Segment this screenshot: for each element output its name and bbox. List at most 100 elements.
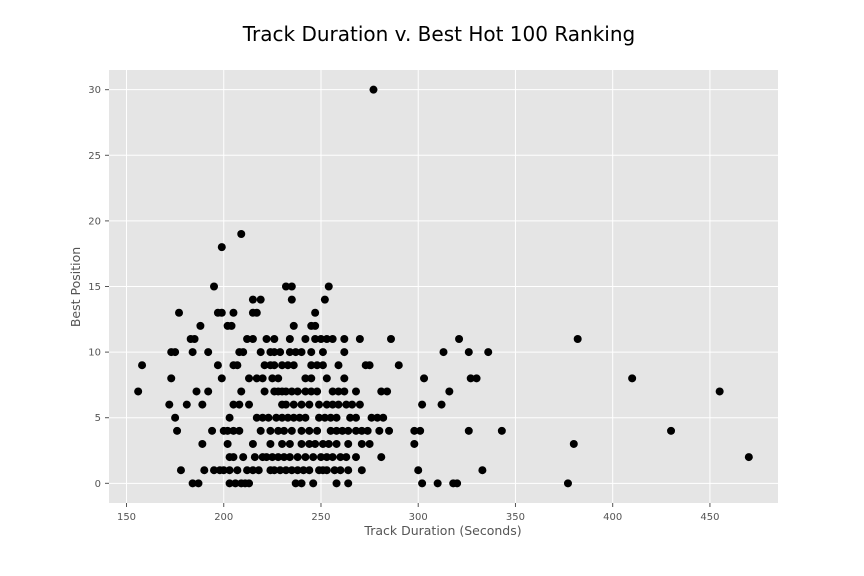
data-point [289, 400, 298, 409]
data-point [198, 439, 207, 448]
data-point [194, 479, 203, 488]
data-point [385, 426, 394, 435]
data-point [237, 230, 246, 239]
data-point [332, 426, 341, 435]
data-point [274, 374, 283, 383]
data-point [297, 479, 306, 488]
data-point [301, 374, 310, 383]
data-point [340, 334, 349, 343]
data-points [134, 85, 753, 488]
data-point [340, 374, 349, 383]
data-point [326, 426, 335, 435]
data-point [315, 400, 324, 409]
data-point [311, 439, 320, 448]
data-point [313, 426, 322, 435]
data-point [258, 413, 267, 422]
data-point [243, 334, 252, 343]
data-point [357, 439, 366, 448]
data-point [340, 348, 349, 357]
data-point [445, 387, 454, 396]
data-point [414, 466, 423, 475]
data-point [322, 334, 331, 343]
data-point [464, 348, 473, 357]
data-point [289, 361, 298, 370]
data-point [297, 426, 306, 435]
data-point [332, 439, 341, 448]
y-tick-label: 20 [88, 216, 101, 227]
data-point [322, 466, 331, 475]
data-point [297, 348, 306, 357]
data-point [287, 387, 296, 396]
data-point [229, 400, 238, 409]
data-point [344, 466, 353, 475]
data-point [351, 453, 360, 462]
x-tick-label: 250 [311, 512, 330, 523]
data-point [254, 466, 263, 475]
data-point [229, 308, 238, 317]
data-point [287, 466, 296, 475]
data-point [182, 400, 191, 409]
data-point [262, 334, 271, 343]
data-point [274, 453, 283, 462]
data-point [365, 439, 374, 448]
data-point [196, 321, 205, 330]
data-point [334, 400, 343, 409]
data-point [744, 453, 753, 462]
data-point [283, 413, 292, 422]
data-point [278, 361, 287, 370]
data-point [322, 400, 331, 409]
data-point [281, 387, 290, 396]
data-point [289, 413, 298, 422]
data-point [348, 400, 357, 409]
data-point [332, 479, 341, 488]
data-point [410, 426, 419, 435]
data-point [285, 348, 294, 357]
data-point [667, 426, 676, 435]
data-point [351, 387, 360, 396]
data-point [243, 466, 252, 475]
data-point [213, 361, 222, 370]
data-point [569, 439, 578, 448]
data-point [573, 334, 582, 343]
x-tick-label: 150 [117, 512, 136, 523]
data-point [305, 426, 314, 435]
data-point [287, 426, 296, 435]
data-point [217, 308, 226, 317]
y-tick-label: 0 [95, 479, 101, 490]
data-point [416, 426, 425, 435]
data-point [165, 400, 174, 409]
data-point [260, 361, 269, 370]
y-axis-label: Best Position [68, 247, 83, 327]
data-point [235, 426, 244, 435]
data-point [336, 453, 345, 462]
data-point [217, 243, 226, 252]
data-point [344, 439, 353, 448]
data-point [233, 361, 242, 370]
data-point [342, 400, 351, 409]
data-point [313, 361, 322, 370]
data-point [309, 453, 318, 462]
data-point [231, 479, 240, 488]
data-point [324, 282, 333, 291]
data-point [272, 413, 281, 422]
data-point [322, 453, 331, 462]
data-point [245, 479, 254, 488]
data-point [472, 374, 481, 383]
data-point [245, 374, 254, 383]
data-point [466, 374, 475, 383]
data-point [285, 453, 294, 462]
data-point [328, 387, 337, 396]
data-point [365, 361, 374, 370]
data-point [322, 374, 331, 383]
data-point [367, 413, 376, 422]
data-point [320, 413, 329, 422]
data-point [167, 374, 176, 383]
data-point [227, 321, 236, 330]
data-point [437, 400, 446, 409]
data-point [311, 321, 320, 330]
data-point [455, 334, 464, 343]
data-point [497, 426, 506, 435]
data-point [410, 439, 419, 448]
data-point [305, 400, 314, 409]
